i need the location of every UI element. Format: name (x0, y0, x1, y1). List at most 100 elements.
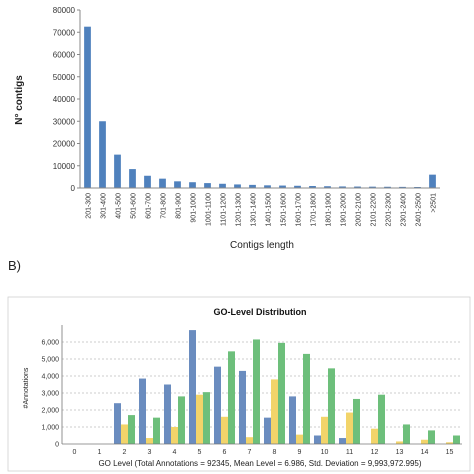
y-tick-label: 60000 (53, 51, 76, 60)
y-tick-label: 5,000 (41, 357, 59, 364)
bar (278, 342, 285, 444)
y-tick-label: 20000 (53, 140, 76, 149)
x-tick-label: 1 (98, 449, 102, 456)
chart-b-y-label: #Annotations (23, 367, 30, 408)
x-tick-label: 901-1000 (191, 193, 198, 223)
bar (174, 181, 181, 188)
x-tick-label: 13 (396, 449, 404, 456)
bar (171, 427, 178, 444)
x-tick-label: 6 (223, 449, 227, 456)
x-tick-label: 2401-2500 (416, 193, 423, 227)
bar (384, 186, 391, 188)
bar (446, 442, 453, 444)
x-tick-label: 2101-2200 (371, 193, 378, 227)
bar (371, 428, 378, 444)
y-tick-label: 3,000 (41, 391, 59, 398)
bar (403, 424, 410, 444)
bar (196, 394, 203, 444)
chart-b-bars (114, 330, 460, 444)
y-tick-label: 80000 (53, 6, 76, 15)
x-tick-label: 7 (248, 449, 252, 456)
bar (146, 438, 153, 444)
bar (253, 339, 260, 444)
bar (429, 174, 436, 188)
panel-b-label: B) (8, 258, 21, 273)
bar (178, 396, 185, 444)
y-tick-label: 50000 (53, 73, 76, 82)
bar (159, 178, 166, 188)
bar (369, 186, 376, 188)
bar (139, 378, 146, 444)
x-tick-label: 1601-1700 (296, 193, 303, 227)
x-tick-label: 8 (273, 449, 277, 456)
bar (294, 185, 301, 188)
x-tick-label: 1101-1200 (221, 193, 228, 226)
bar (128, 415, 135, 444)
bar (99, 121, 106, 188)
x-tick-label: 15 (446, 449, 454, 456)
bar (453, 435, 460, 444)
bar (203, 392, 210, 444)
x-tick-label: 401-500 (116, 193, 123, 219)
bar (189, 182, 196, 188)
x-tick-label: 1301-1400 (251, 193, 258, 227)
x-tick-label: 10 (321, 449, 329, 456)
bar (264, 185, 271, 188)
bar (246, 437, 253, 444)
bar (303, 353, 310, 444)
x-tick-label: 11 (346, 449, 353, 456)
x-tick-label: 1401-1500 (266, 193, 273, 227)
x-tick-label: 701-800 (161, 193, 168, 219)
bar (321, 416, 328, 444)
x-tick-label: 1701-1800 (311, 193, 318, 227)
x-tick-label: 1501-1600 (281, 193, 288, 227)
y-tick-label: 2,000 (41, 408, 59, 415)
chart-a-x-label: Contigs length (230, 240, 294, 251)
x-tick-label: 12 (371, 449, 379, 456)
bar (249, 184, 256, 188)
x-tick-label: 14 (421, 449, 429, 456)
x-tick-label: 2001-2100 (356, 193, 363, 227)
bar (296, 434, 303, 444)
x-tick-label: 501-600 (131, 193, 138, 219)
y-tick-label: 70000 (53, 28, 76, 37)
bar (121, 424, 128, 444)
bar (428, 430, 435, 444)
bar (324, 186, 331, 188)
bar (289, 396, 296, 444)
x-tick-label: 9 (298, 449, 302, 456)
contig-length-chart: 0 10000 20000 30000 40000 50000 60000 70000 8000… (14, 6, 440, 251)
bar (378, 394, 385, 444)
y-tick-label: 0 (71, 184, 76, 193)
bar (414, 186, 421, 188)
bar (84, 26, 91, 188)
bar (346, 412, 353, 444)
bar (219, 183, 226, 188)
y-tick-label: 30000 (53, 117, 76, 126)
x-tick-label: 2 (123, 449, 127, 456)
bar (339, 438, 346, 444)
x-tick-label: 1201-1300 (236, 193, 243, 227)
bar (129, 169, 136, 188)
chart-a-y-label: N° contigs (14, 75, 25, 125)
x-tick-label: 1901-2000 (341, 193, 348, 227)
chart-a-x-ticks: 201-300 301-400 401-500 501-600 601-700 701-8… (86, 193, 438, 227)
bar (114, 154, 121, 188)
x-tick-label: 201-300 (86, 193, 93, 219)
x-tick-label: 601-700 (146, 193, 153, 219)
y-tick-label: 40000 (53, 95, 76, 104)
bar (144, 175, 151, 188)
bar (204, 183, 211, 188)
bar (309, 185, 316, 188)
x-tick-label: 1801-1900 (326, 193, 333, 227)
x-tick-label: 301-400 (101, 193, 108, 219)
chart-b-gridlines (62, 341, 462, 428)
chart-a-y-ticks: 0 10000 20000 30000 40000 50000 60000 70000 8000… (53, 6, 80, 193)
bar (314, 435, 321, 444)
y-tick-label: 10000 (53, 162, 76, 171)
bar (399, 186, 406, 188)
bar (396, 441, 403, 444)
bar (189, 330, 196, 444)
chart-b-x-label: GO Level (Total Annotations = 92345, Mea… (98, 459, 421, 468)
x-tick-label: 2201-2300 (386, 193, 393, 227)
